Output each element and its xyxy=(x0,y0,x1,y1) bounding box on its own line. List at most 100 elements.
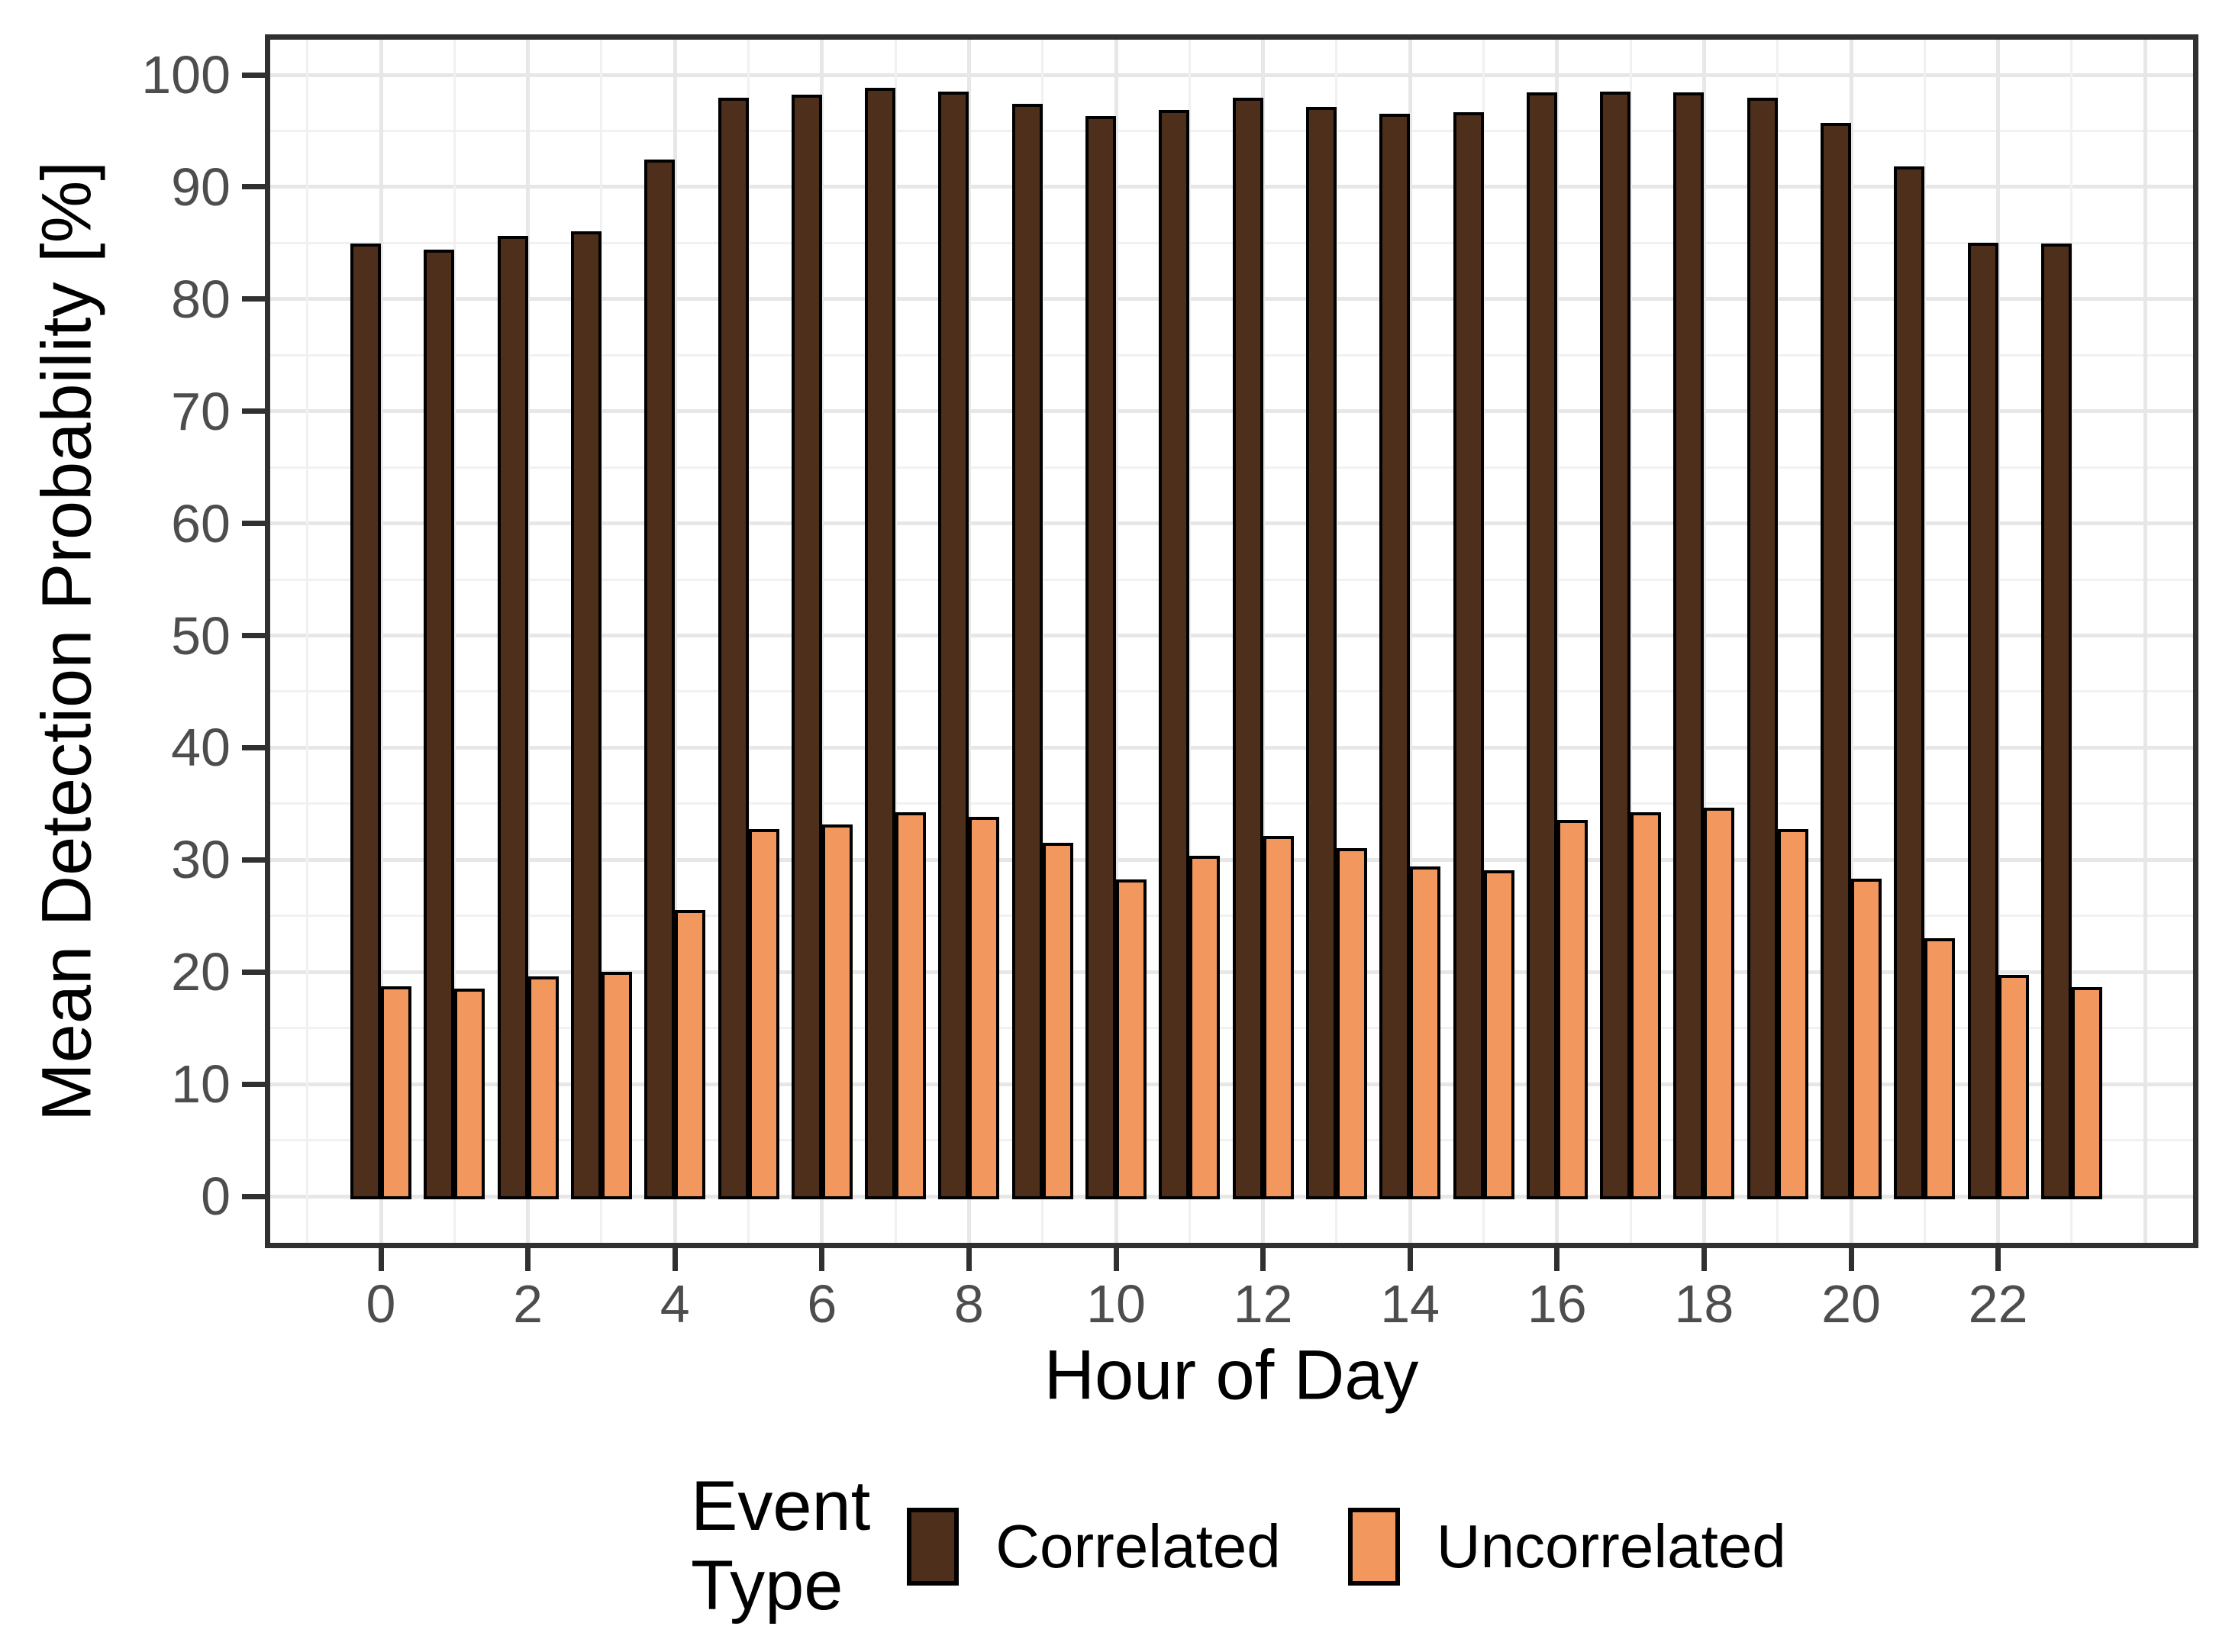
x-tick-label-0: 0 xyxy=(366,1274,396,1334)
bar-correlated-hour-20 xyxy=(1821,122,1851,1199)
x-tick-4 xyxy=(672,1248,678,1271)
y-tick-50 xyxy=(242,633,265,638)
y-tick-80 xyxy=(242,296,265,302)
y-tick-100 xyxy=(242,72,265,78)
gridline-minor-y-45 xyxy=(270,690,2193,693)
bar-correlated-hour-11 xyxy=(1159,110,1190,1199)
bar-uncorrelated-hour-13 xyxy=(1336,848,1367,1199)
gridline-minor-y-85 xyxy=(270,241,2193,244)
bar-uncorrelated-hour-0 xyxy=(381,986,411,1199)
gridline-major-y-10 xyxy=(270,1082,2193,1086)
x-tick-8 xyxy=(966,1248,972,1271)
gridline-major-x-6 xyxy=(820,40,824,1243)
bar-correlated-hour-8 xyxy=(938,91,969,1199)
gridline-minor-x-11 xyxy=(1188,40,1191,1243)
y-axis-title: Mean Detection Probability [%] xyxy=(27,161,106,1121)
bar-uncorrelated-hour-4 xyxy=(675,909,706,1199)
bar-uncorrelated-hour-2 xyxy=(527,976,559,1199)
bar-correlated-hour-15 xyxy=(1453,112,1484,1199)
x-tick-0 xyxy=(378,1248,384,1271)
y-tick-label-50: 50 xyxy=(171,605,231,666)
bar-correlated-hour-9 xyxy=(1011,103,1043,1199)
bar-correlated-hour-16 xyxy=(1526,92,1557,1199)
legend-key-correlated: Correlated xyxy=(907,1507,1348,1586)
gridline-major-x-24 xyxy=(2143,40,2147,1243)
gridline-major-x-12 xyxy=(1261,40,1266,1243)
bar-uncorrelated-hour-18 xyxy=(1704,808,1735,1199)
x-tick-label-4: 4 xyxy=(660,1274,690,1334)
gridline-minor-x-1 xyxy=(453,40,456,1243)
x-tick-label-6: 6 xyxy=(807,1274,837,1334)
gridline-minor-y-35 xyxy=(270,802,2193,805)
gridline-major-y-60 xyxy=(270,521,2193,526)
bar-uncorrelated-hour-10 xyxy=(1116,879,1147,1199)
plot-area xyxy=(270,40,2193,1243)
bar-correlated-hour-7 xyxy=(865,88,896,1199)
bar-correlated-hour-14 xyxy=(1379,113,1411,1199)
gridline-minor-x-13 xyxy=(1335,40,1338,1243)
gridline-major-y-100 xyxy=(270,73,2193,77)
gridline-minor-x-19 xyxy=(1776,40,1779,1243)
legend: Event Type Correlated Uncorrelated xyxy=(691,1464,1853,1628)
x-axis-title: Hour of Day xyxy=(1043,1336,1419,1415)
gridline-major-y-70 xyxy=(270,409,2193,414)
x-tick-label-22: 22 xyxy=(1968,1274,2028,1334)
gridline-minor-x-5 xyxy=(747,40,750,1243)
gridline-major-y-50 xyxy=(270,634,2193,637)
x-tick-label-10: 10 xyxy=(1086,1274,1146,1334)
legend-title: Event Type xyxy=(691,1467,871,1625)
gridline-major-x-10 xyxy=(1114,40,1118,1243)
gridline-minor-y-25 xyxy=(270,915,2193,918)
gridline-minor-x-7 xyxy=(894,40,897,1243)
x-tick-10 xyxy=(1113,1248,1119,1271)
gridline-minor-y-95 xyxy=(270,129,2193,132)
gridline-minor-y-65 xyxy=(270,466,2193,469)
gridline-major-x-16 xyxy=(1555,40,1559,1243)
bar-uncorrelated-hour-6 xyxy=(821,824,853,1199)
gridline-major-x-20 xyxy=(1849,40,1853,1243)
gridline-major-x-4 xyxy=(673,40,677,1243)
bar-correlated-hour-2 xyxy=(497,236,528,1199)
bar-uncorrelated-hour-3 xyxy=(601,971,632,1199)
legend-swatch-uncorrelated xyxy=(1347,1507,1400,1586)
bar-correlated-hour-17 xyxy=(1600,91,1631,1199)
y-tick-70 xyxy=(242,408,265,415)
y-tick-label-70: 70 xyxy=(171,381,231,441)
gridline-minor-x--1 xyxy=(306,40,309,1243)
bar-uncorrelated-hour-22 xyxy=(1998,975,2029,1199)
gridline-minor-x-23 xyxy=(2070,40,2073,1243)
gridline-minor-y-15 xyxy=(270,1027,2193,1030)
bar-correlated-hour-23 xyxy=(2040,244,2072,1199)
bar-correlated-hour-5 xyxy=(718,98,749,1199)
bar-correlated-hour-1 xyxy=(424,249,455,1199)
x-tick-20 xyxy=(1848,1248,1854,1271)
y-tick-40 xyxy=(242,744,265,750)
bar-correlated-hour-19 xyxy=(1747,98,1778,1199)
bar-correlated-hour-18 xyxy=(1673,92,1705,1199)
bar-correlated-hour-10 xyxy=(1085,115,1116,1199)
gridline-major-x-8 xyxy=(966,40,971,1243)
bar-uncorrelated-hour-16 xyxy=(1556,820,1588,1199)
x-tick-6 xyxy=(819,1248,825,1271)
x-tick-22 xyxy=(1995,1248,2001,1271)
bar-uncorrelated-hour-5 xyxy=(748,829,779,1199)
gridline-major-y-20 xyxy=(270,970,2193,974)
bar-uncorrelated-hour-9 xyxy=(1042,842,1073,1199)
bar-uncorrelated-hour-12 xyxy=(1263,835,1294,1199)
x-tick-label-18: 18 xyxy=(1674,1274,1734,1334)
bar-correlated-hour-0 xyxy=(350,244,381,1199)
bar-uncorrelated-hour-23 xyxy=(2071,987,2102,1199)
x-tick-label-12: 12 xyxy=(1233,1274,1293,1334)
gridline-minor-y-5 xyxy=(270,1139,2193,1142)
legend-swatch-correlated xyxy=(907,1507,960,1586)
x-tick-label-16: 16 xyxy=(1527,1274,1587,1334)
y-tick-90 xyxy=(242,184,265,190)
gridline-minor-y-75 xyxy=(270,353,2193,357)
x-tick-label-2: 2 xyxy=(513,1274,543,1334)
bar-correlated-hour-22 xyxy=(1967,242,1998,1199)
legend-label-uncorrelated: Uncorrelated xyxy=(1436,1512,1786,1580)
x-tick-14 xyxy=(1407,1248,1413,1271)
bar-correlated-hour-3 xyxy=(570,231,602,1199)
legend-label-correlated: Correlated xyxy=(995,1512,1281,1580)
